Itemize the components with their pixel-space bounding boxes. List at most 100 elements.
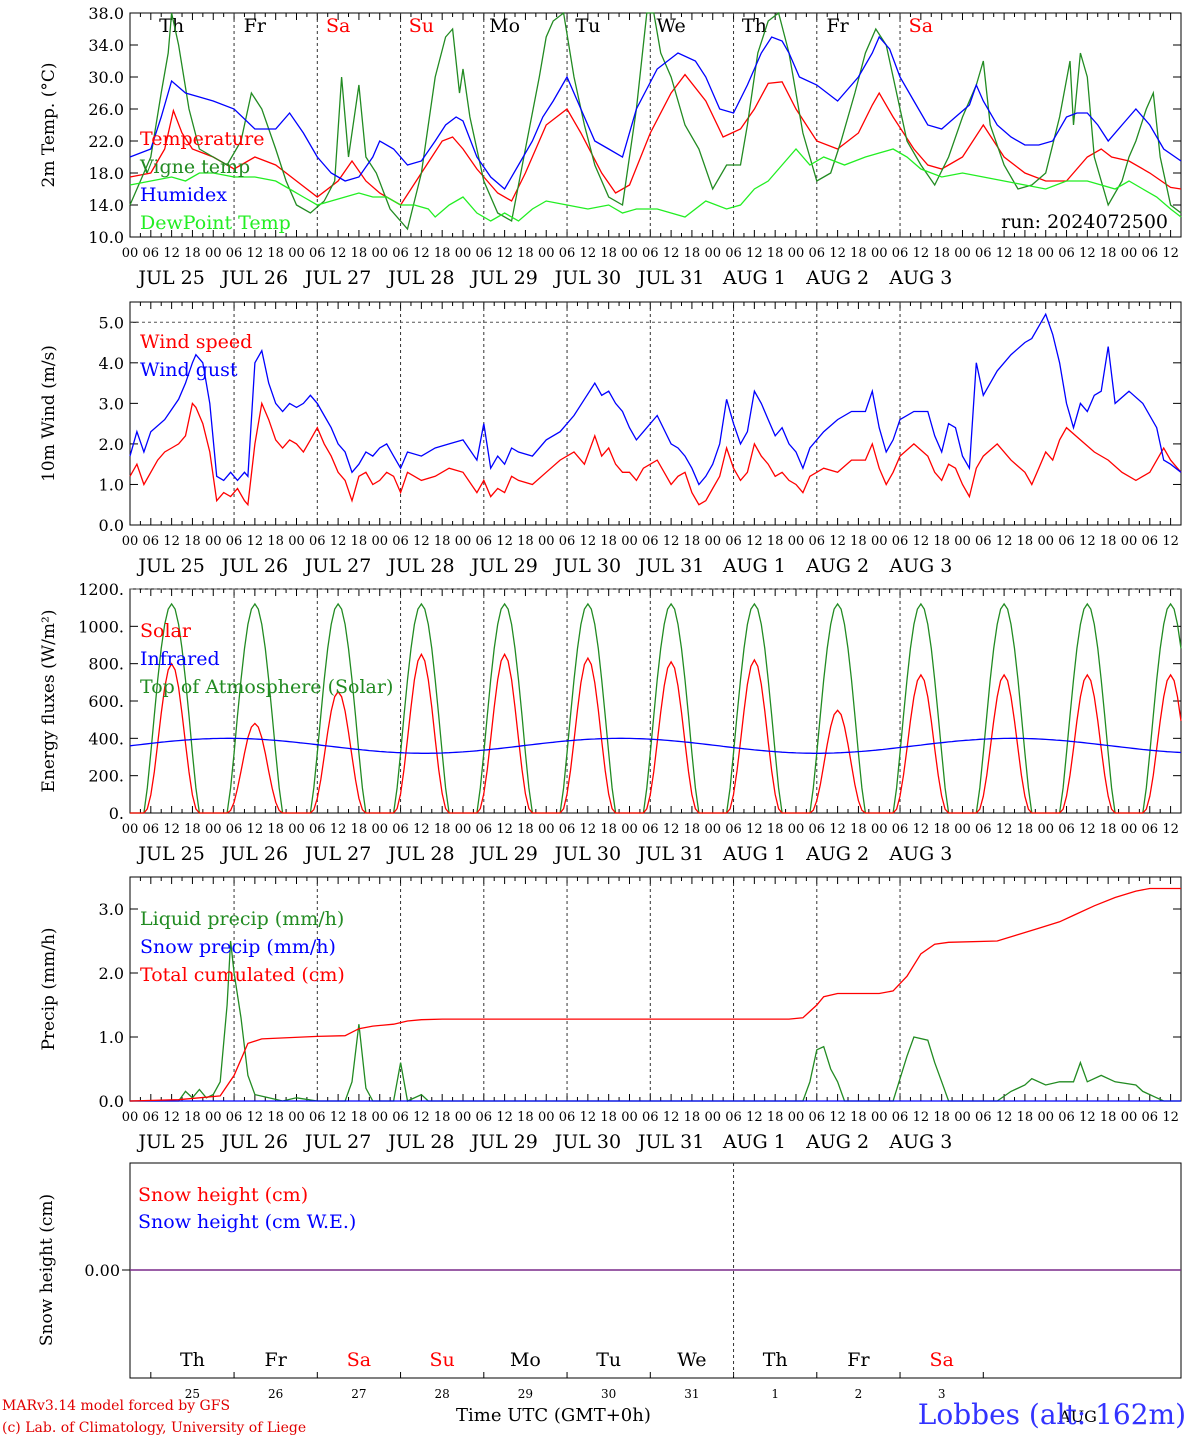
hour-tick-label: 06 (975, 1110, 992, 1125)
hour-tick-label: 00 (455, 534, 472, 549)
hour-tick-label: 00 (788, 246, 805, 261)
legend-dewpoint-temp: DewPoint Temp (140, 212, 291, 234)
hour-tick-label: 06 (642, 1110, 659, 1125)
hour-tick-label: 06 (975, 822, 992, 837)
hour-tick-label: 00 (704, 246, 721, 261)
hour-tick-label: 06 (725, 1110, 742, 1125)
series-liquid-precip-mm-h- (130, 940, 1181, 1102)
y-tick-label: 14.0 (88, 196, 124, 215)
hour-tick-label: 18 (517, 822, 534, 837)
hour-tick-label: 12 (1079, 534, 1096, 549)
hour-tick-label: 00 (371, 1110, 388, 1125)
y-tick-label: 0.0 (99, 516, 124, 535)
hour-tick-label: 00 (538, 1110, 555, 1125)
hour-tick-label: 06 (143, 1110, 160, 1125)
weekday-label: Mo (489, 15, 520, 37)
hour-tick-label: 12 (496, 1110, 513, 1125)
hour-tick-label: 00 (205, 822, 222, 837)
hour-tick-label: 18 (434, 1110, 451, 1125)
hour-tick-label: 12 (496, 822, 513, 837)
hour-tick-label: 18 (1017, 1110, 1034, 1125)
day-number-label: 30 (601, 1387, 616, 1401)
hour-tick-label: 18 (517, 1110, 534, 1125)
hour-tick-label: 18 (1100, 822, 1117, 837)
hour-tick-label: 18 (600, 246, 617, 261)
hour-tick-label: 00 (455, 822, 472, 837)
hour-tick-label: 18 (767, 246, 784, 261)
hour-tick-label: 06 (1058, 246, 1075, 261)
hour-tick-label: 12 (746, 1110, 763, 1125)
hour-tick-label: 06 (642, 822, 659, 837)
hour-tick-label: 06 (559, 534, 576, 549)
hour-tick-label: 00 (205, 246, 222, 261)
hour-tick-label: 12 (663, 246, 680, 261)
weekday-label: Th (763, 1349, 788, 1371)
y-tick-label: 600. (88, 692, 124, 711)
day-number-label: 1 (771, 1387, 779, 1401)
run-label: run: 2024072500 (1001, 211, 1168, 233)
hour-tick-label: 06 (1142, 1110, 1159, 1125)
weekday-label: Tu (575, 15, 600, 37)
hour-tick-label: 18 (933, 534, 950, 549)
hour-tick-label: 18 (351, 246, 368, 261)
hour-tick-label: 12 (163, 534, 180, 549)
hour-tick-label: 18 (267, 1110, 284, 1125)
legend-humidex: Humidex (140, 184, 227, 206)
hour-tick-label: 12 (163, 822, 180, 837)
hour-tick-label: 00 (621, 534, 638, 549)
date-label: AUG 2 (805, 1131, 869, 1153)
y-tick-label: 30.0 (88, 68, 124, 87)
day-number-label: 27 (351, 1387, 366, 1401)
hour-tick-label: 12 (413, 822, 430, 837)
date-label: JUL 27 (303, 1131, 371, 1153)
hour-tick-label: 06 (392, 822, 409, 837)
weekday-label: Sa (909, 15, 933, 37)
date-label: AUG 3 (888, 267, 952, 289)
y-tick-label: 18.0 (88, 164, 124, 183)
hour-tick-label: 00 (538, 822, 555, 837)
hour-tick-label: 06 (1058, 534, 1075, 549)
date-label: JUL 27 (303, 267, 371, 289)
hour-tick-label: 06 (1142, 534, 1159, 549)
hour-tick-label: 00 (371, 246, 388, 261)
date-label: JUL 28 (386, 267, 454, 289)
weekday-label: Sa (929, 1349, 953, 1371)
hour-tick-label: 18 (351, 1110, 368, 1125)
date-label: JUL 26 (220, 267, 288, 289)
hour-tick-label: 00 (1121, 822, 1138, 837)
hour-tick-label: 12 (580, 534, 597, 549)
weekday-label: Tu (596, 1349, 621, 1371)
hour-tick-label: 18 (933, 246, 950, 261)
hour-tick-label: 00 (122, 246, 139, 261)
hour-tick-label: 06 (975, 534, 992, 549)
date-label: JUL 30 (553, 555, 621, 577)
hour-tick-label: 12 (330, 822, 347, 837)
date-label: AUG 1 (722, 843, 786, 865)
hour-tick-label: 12 (913, 534, 930, 549)
legend-snow-precip-mm-h-: Snow precip (mm/h) (140, 936, 336, 958)
hour-tick-label: 18 (600, 534, 617, 549)
y-tick-label: 800. (88, 655, 124, 674)
hour-tick-label: 18 (434, 246, 451, 261)
series-infrared (129, 737, 1182, 754)
series-vigne-temp (129, 11, 1182, 231)
hour-tick-label: 18 (1100, 246, 1117, 261)
y-axis-title: 2m Temp. (°C) (39, 62, 59, 187)
hour-tick-label: 06 (476, 534, 493, 549)
hour-tick-label: 00 (538, 246, 555, 261)
hour-tick-label: 12 (1079, 246, 1096, 261)
series-dewpoint-temp (129, 148, 1182, 222)
hour-tick-label: 18 (434, 534, 451, 549)
date-label: JUL 31 (636, 1131, 704, 1153)
y-tick-label: 0.0 (99, 1092, 124, 1111)
legend-total-cumulated-cm-: Total cumulated (cm) (140, 964, 345, 986)
weekday-label: Fr (265, 1349, 288, 1371)
hour-tick-label: 06 (392, 534, 409, 549)
date-label: AUG 2 (805, 267, 869, 289)
date-label: JUL 27 (303, 555, 371, 577)
y-tick-label: 5.0 (99, 313, 124, 332)
series-wind-gust (129, 312, 1182, 486)
hour-tick-label: 12 (1079, 1110, 1096, 1125)
hour-tick-label: 12 (330, 246, 347, 261)
weekday-label: Th (742, 15, 767, 37)
